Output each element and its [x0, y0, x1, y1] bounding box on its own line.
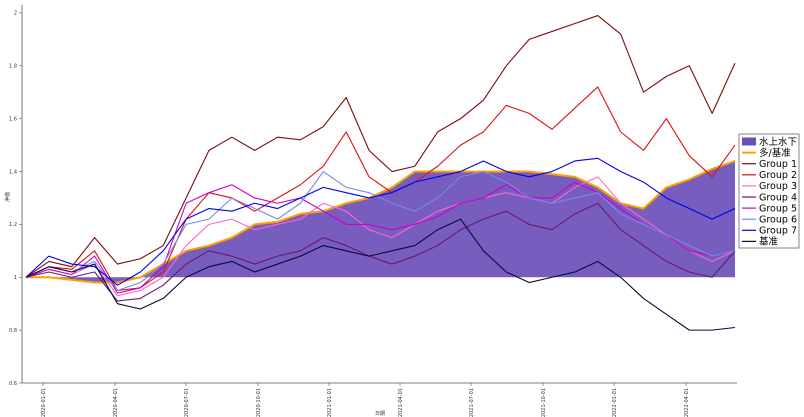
lines-layer: [25, 15, 736, 331]
series-line-6: [25, 170, 736, 292]
y-tick-label: 2: [14, 11, 17, 17]
y-tick-label: 1.2: [9, 222, 17, 228]
x-tick-label: 2021-04-01: [398, 388, 404, 417]
area-layer: [26, 160, 736, 284]
x-tick-label: 2020-01-01: [41, 388, 47, 417]
x-tick-label: 2020-10-01: [256, 388, 262, 417]
x-tick-label: 2021-01-01: [327, 388, 333, 417]
y-axis-label: 净值: [4, 192, 11, 202]
series-line-3: [25, 176, 736, 297]
x-tick-label: 2020-04-01: [113, 388, 119, 417]
legend-label: Group 7: [759, 226, 797, 237]
legend-label: 多/基准: [759, 147, 791, 159]
legend-label: Group 5: [759, 203, 797, 214]
x-tick-label: 2021-10-01: [541, 388, 547, 417]
legend-label: 水上水下: [759, 136, 797, 148]
y-tick-label: 1.6: [9, 116, 17, 122]
x-tick-label: 2022-01-01: [612, 388, 618, 417]
series-line-ratio: [26, 160, 736, 284]
y-tick-label: 1: [14, 275, 17, 281]
series-line-5: [25, 181, 736, 294]
x-tick-label: 2020-07-01: [184, 388, 190, 417]
x-tick-label: 2021-07-01: [469, 388, 475, 417]
legend-label: Group 2: [759, 170, 797, 181]
legend-swatch: [742, 137, 756, 146]
series-line-7: [25, 157, 736, 286]
y-tick-label: 1.4: [9, 169, 17, 175]
y-tick-label: 1.8: [9, 64, 17, 70]
series-line-1: [25, 15, 736, 278]
legend-label: Group 1: [759, 159, 797, 170]
x-tick-label: 2022-04-01: [684, 388, 690, 417]
legend-label: Group 3: [759, 181, 797, 192]
legend-label: Group 4: [759, 192, 797, 203]
legend-label: Group 6: [759, 215, 797, 226]
legend-label: 基准: [759, 236, 779, 248]
x-axis-label: 日期: [375, 411, 385, 417]
series-line-4: [25, 202, 736, 302]
y-tick-label: 0.8: [9, 328, 17, 334]
area-water-level: [26, 160, 735, 283]
axes-layer: 0.6 0.8 1 1.2 1.4 1.6 1.8 2 2020-01-01 2020-04-01…: [9, 5, 737, 417]
series-line-8: [25, 218, 736, 331]
series-line-2: [25, 86, 736, 292]
y-tick-label: 0.6: [9, 381, 17, 387]
